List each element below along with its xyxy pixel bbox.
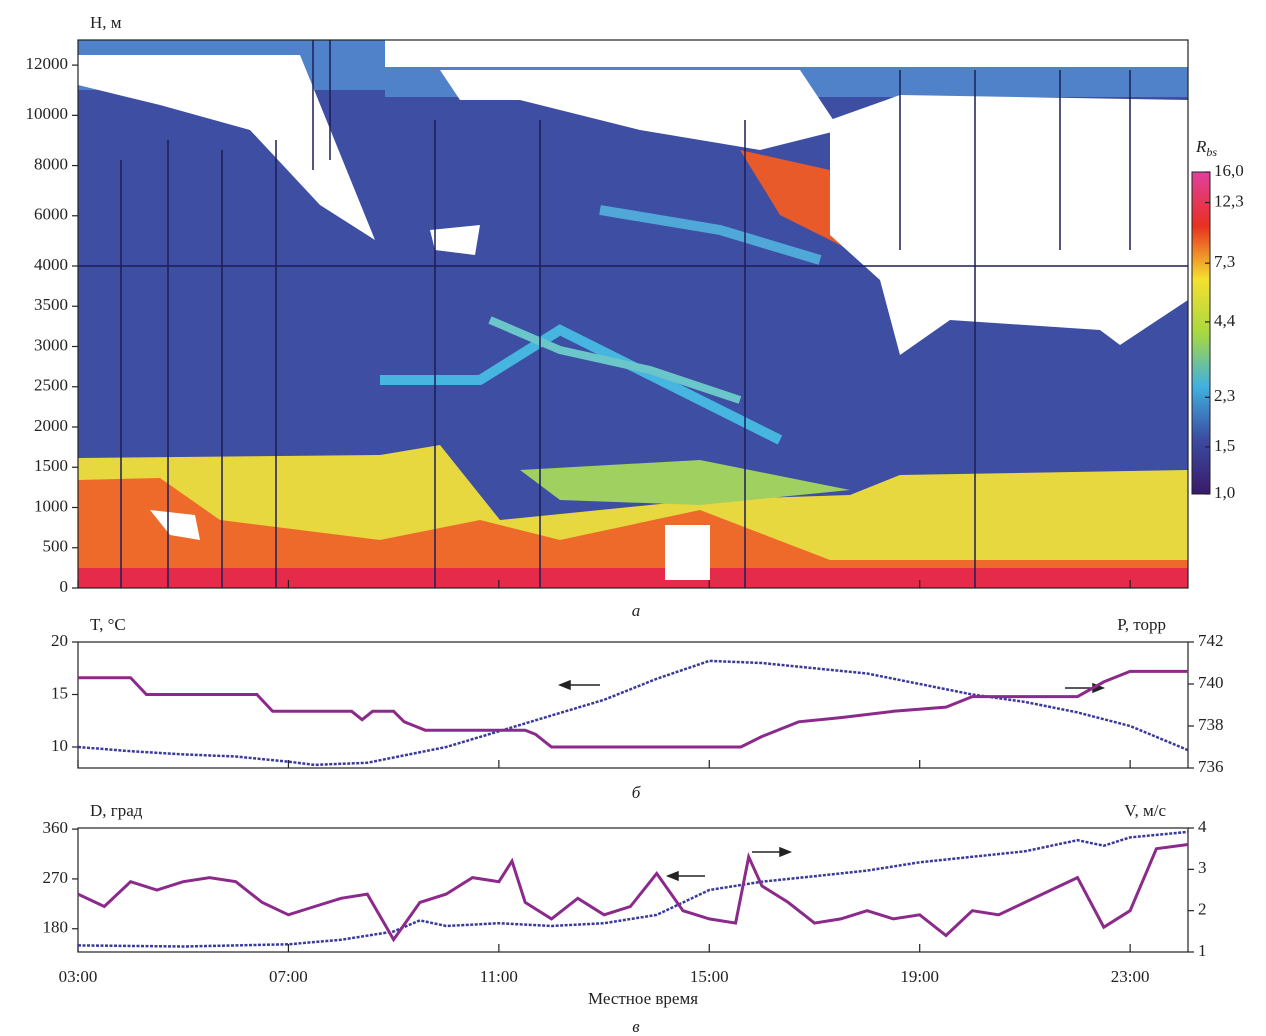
plot-frame: [77, 39, 1189, 589]
y-axis-label: T, °C: [90, 615, 126, 634]
data-line: [77, 659, 1189, 767]
x-tick-label: 07:00: [269, 967, 308, 986]
y2-tick-label: 4: [1198, 817, 1207, 836]
y-tick-label: 270: [43, 868, 69, 887]
heatmap-image: [78, 40, 1188, 588]
y2-axis-label: P, торр: [1117, 615, 1166, 634]
colorbar-label-subscript: bs: [1206, 145, 1217, 159]
colorbar-tick-label: 1,0: [1214, 483, 1235, 502]
y2-tick-label: 2: [1198, 900, 1207, 919]
colorbar-tick-label: 16,0: [1214, 161, 1244, 180]
y-tick-label: 15: [51, 683, 68, 702]
y-tick-label: 3000: [34, 335, 68, 354]
direction-arrows: [557, 679, 1106, 882]
data-line: [77, 830, 1189, 948]
y-tick-label: 3500: [34, 295, 68, 314]
y-tick-label: 2000: [34, 416, 68, 435]
panel-label: в: [632, 1017, 640, 1036]
x-tick-label: 19:00: [900, 967, 939, 986]
y-tick-label: 2500: [34, 376, 68, 395]
colorbar-label: Rbs: [1195, 137, 1217, 159]
colorbar-tick-label: 1,5: [1214, 436, 1235, 455]
y-tick-label: 1500: [34, 456, 68, 475]
colorbar-tick-label: 7,3: [1214, 252, 1235, 271]
data-line: [78, 669, 1188, 749]
y-tick-label: 12000: [26, 54, 69, 73]
panel-label: б: [632, 783, 641, 802]
y-tick-label: 1000: [34, 496, 68, 515]
y-tick-label: 10: [51, 736, 68, 755]
y2-tick-label: 738: [1198, 715, 1224, 734]
y-tick-label: 0: [60, 577, 69, 596]
colorbar-label-symbol: R: [1195, 137, 1207, 156]
colorbar-tick-label: 12,3: [1214, 191, 1244, 210]
y-tick-label: 500: [43, 537, 69, 556]
y-tick-label: 20: [51, 631, 68, 650]
plot-frame: [77, 827, 1189, 953]
y2-tick-label: 736: [1198, 757, 1224, 776]
y2-axis-label: V, м/с: [1124, 801, 1166, 820]
y-tick-label: 4000: [34, 255, 68, 274]
x-tick-label: 03:00: [59, 967, 98, 986]
x-axis-label: Местное время: [588, 989, 698, 1008]
y-axis-label: D, град: [90, 801, 143, 820]
y-tick-label: 6000: [34, 205, 68, 224]
y2-tick-label: 740: [1198, 673, 1224, 692]
y2-tick-label: 742: [1198, 631, 1224, 650]
y-tick-label: 8000: [34, 154, 68, 173]
y-tick-label: 360: [43, 818, 69, 837]
colorbar-tick-label: 2,3: [1214, 386, 1235, 405]
y2-tick-label: 3: [1198, 858, 1207, 877]
data-line: [77, 843, 1189, 943]
y-axis-label: H, м: [90, 13, 122, 32]
y-tick-label: 10000: [26, 104, 69, 123]
plot-frame: [77, 641, 1189, 769]
x-tick-label: 23:00: [1111, 967, 1150, 986]
y2-tick-label: 1: [1198, 941, 1207, 960]
panel-label: а: [632, 601, 641, 620]
colorbar: [1191, 171, 1211, 495]
colorbar-tick-label: 4,4: [1214, 311, 1236, 330]
y-tick-label: 180: [43, 918, 69, 937]
x-tick-label: 11:00: [480, 967, 518, 986]
x-tick-label: 15:00: [690, 967, 729, 986]
